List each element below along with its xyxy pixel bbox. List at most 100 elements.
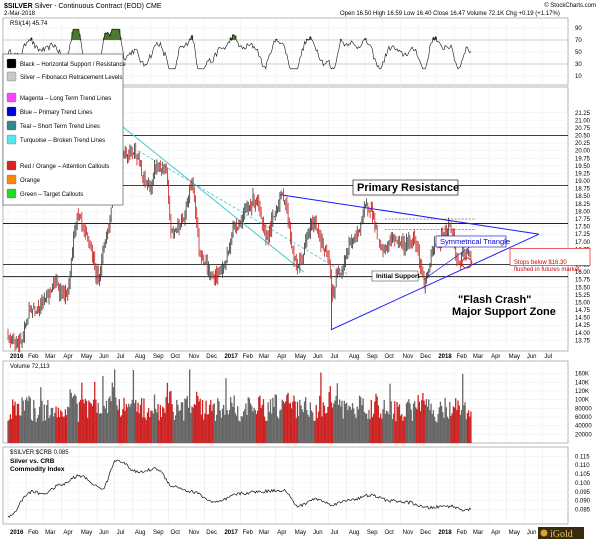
quote-line: Open 16.50 High 16.59 Low 16.40 Close 16… (340, 11, 560, 17)
x-tick-label: Nov (189, 530, 200, 536)
ratio-title-2: Commodity Index (10, 466, 65, 473)
x-tick-label: May (509, 530, 520, 536)
price-tick-label: 20.50 (575, 134, 591, 140)
price-tick-label: 14.50 (575, 316, 591, 322)
primary-resistance-label: Primary Resistance (357, 182, 459, 194)
x-tick-label: Oct (171, 354, 181, 360)
price-tick-label: 14.75 (575, 308, 591, 314)
x-tick-label: 2016 (10, 530, 24, 536)
price-tick-label: 19.25 (575, 171, 591, 177)
x-tick-label: Apr (277, 354, 286, 360)
symmetrical-triangle-box (435, 235, 507, 248)
legend-swatch (6, 188, 17, 199)
legend-swatch (6, 106, 17, 117)
rsi-tick-label: 30 (575, 62, 582, 68)
x-tick-label: May (295, 354, 306, 360)
x-tick-label: May (509, 354, 520, 360)
legend-swatch (6, 160, 17, 171)
ratio-line (7, 459, 472, 518)
x-tick-label: 2018 (438, 354, 452, 360)
initial-support-box (371, 270, 419, 282)
x-tick-label: Aug (135, 530, 146, 536)
x-tick-label: Feb (243, 354, 254, 360)
x-tick-label: Jul (117, 530, 125, 536)
x-tick-label: Jun (99, 354, 109, 360)
x-tick-label: Jul (544, 354, 552, 360)
price-tick-label: 17.75 (575, 217, 591, 223)
x-tick-label: Jun (99, 530, 109, 536)
x-tick-label: Jun (313, 354, 323, 360)
x-tick-label: Jun (313, 530, 323, 536)
ratio-tick-label: 0.115 (575, 454, 590, 460)
rsi-tick-label: 10 (575, 74, 582, 80)
x-tick-label: Sep (367, 354, 378, 360)
price-tick-label: 20.00 (575, 149, 591, 155)
price-tick-label: 21.00 (575, 118, 591, 124)
primary-resistance-box (352, 179, 459, 196)
x-tick-label: Sep (153, 354, 164, 360)
x-tick-label: Mar (473, 530, 483, 536)
flash-crash-label: "Flash Crash" (458, 294, 531, 306)
ratio-tick-label: 0.105 (575, 472, 591, 478)
x-tick-label: Aug (135, 354, 146, 360)
stops-label: Stops below $16.30 (514, 260, 567, 266)
legend-label: Turquoise – Broken Trend Lines (20, 138, 105, 144)
price-tick-label: 18.25 (575, 202, 591, 208)
primary-support-line (330, 233, 540, 331)
x-tick-label: May (295, 530, 306, 536)
x-tick-label: Apr (277, 530, 286, 536)
price-tick-label: 21.25 (575, 111, 591, 117)
primary-resistance-line (280, 194, 539, 235)
price-tick-label: 20.75 (575, 126, 591, 132)
legend-swatch (6, 120, 17, 131)
x-tick-label: Nov (403, 530, 414, 536)
legend-swatch (6, 58, 17, 69)
x-tick-label: 2016 (10, 354, 24, 360)
price-tick-label: 14.25 (575, 323, 591, 329)
legend-label: Orange (20, 178, 41, 184)
x-tick-label: Feb (457, 354, 468, 360)
x-tick-label: Feb (457, 530, 468, 536)
major-support-zone-label: Major Support Zone (452, 306, 556, 318)
price-tick-label: 17.25 (575, 232, 591, 238)
ratio-tick-label: 0.095 (575, 490, 591, 496)
x-tick-label: Apr (63, 354, 72, 360)
x-tick-label: Oct (384, 354, 394, 360)
x-tick-label: Mar (473, 354, 483, 360)
price-tick-label: 16.00 (575, 270, 591, 276)
x-tick-label: Mar (259, 354, 269, 360)
price-tick-label: 14.00 (575, 331, 591, 337)
legend-label: Red / Orange – Attention Callouts (20, 164, 109, 170)
ratio-panel: 0.085 0.090 0.095 0.100 0.105 0.110 0.115 $SIL… (2, 446, 591, 525)
x-tick-label: 2017 (224, 530, 238, 536)
symmetrical-triangle-label: Symmetrical Triangle (440, 237, 510, 246)
x-tick-label: Aug (349, 530, 360, 536)
legend: Black – Horizontal Support / Resistance S… (2, 53, 126, 206)
x-tick-label: Mar (45, 530, 55, 536)
ratio-title-1: Silver vs. CRB (10, 458, 55, 465)
rsi-label: RSI(14) 45.74 (10, 21, 48, 27)
x-tick-label: Mar (259, 530, 269, 536)
price-tick-label: 19.00 (575, 179, 591, 185)
ratio-tick-label: 0.090 (575, 499, 591, 505)
x-tick-label: Jul (117, 354, 125, 360)
price-tick-label: 19.75 (575, 156, 591, 162)
legend-label: Blue – Primary Trend Lines (20, 110, 92, 116)
volume-tick-label: 60000 (575, 415, 592, 421)
volume-panel: 20000 40000 60000 80000 100K 120K 140K 160K Vol… (2, 360, 592, 444)
x-tick-label: Oct (384, 530, 394, 536)
legend-label: Black – Horizontal Support / Resistance (20, 62, 126, 68)
volume-tick-label: 100K (575, 398, 589, 404)
price-tick-label: 15.75 (575, 278, 591, 284)
ratio-tick-label: 0.110 (575, 463, 590, 469)
chart-title: $SILVER Silver - Continuous Contract (EOD… (4, 3, 162, 10)
x-tick-label: Apr (63, 530, 72, 536)
volume-label: Volume 72,113 (10, 364, 50, 370)
volume-tick-label: 40000 (575, 424, 592, 430)
ratio-label: $SILVER:$CRB 0.085 (10, 450, 69, 456)
price-tick-label: 17.00 (575, 240, 591, 246)
x-tick-label: Apr (491, 354, 500, 360)
price-tick-label: 17.50 (575, 225, 591, 231)
